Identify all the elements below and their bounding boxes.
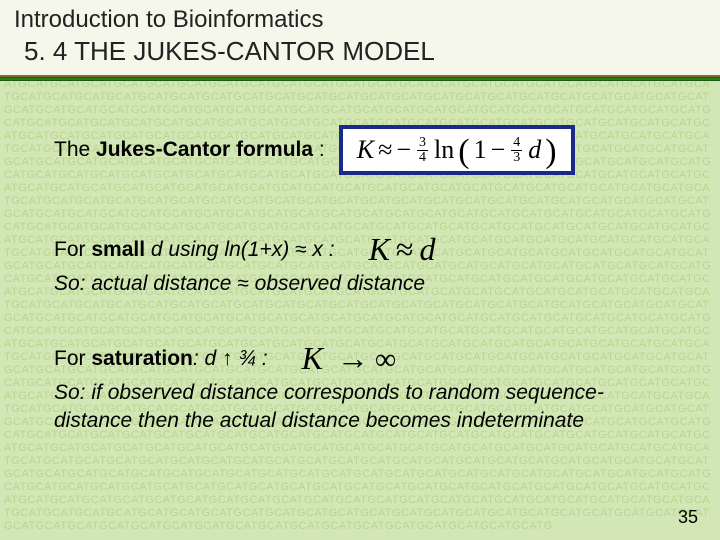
slide-header: Introduction to Bioinformatics 5. 4 THE …: [0, 0, 720, 77]
formula-label: The Jukes-Cantor formula :: [54, 138, 325, 162]
saturation-block: For saturation: d ↑ ¾ : K →∞ So: if obse…: [54, 340, 680, 433]
saturation-formula: K →∞: [302, 340, 397, 377]
small-d-block: For small d using ln(1+x) ≈ x : K≈d So: …: [54, 231, 680, 296]
formula-frac-3-4: 3 4: [417, 136, 428, 165]
page-number: 35: [678, 507, 698, 528]
formula-K: K: [357, 135, 374, 165]
formula-row: The Jukes-Cantor formula : K ≈ − 3 4 ln …: [54, 125, 680, 175]
saturation-row: For saturation: d ↑ ¾ : K →∞: [54, 340, 680, 377]
slide-content: The Jukes-Cantor formula : K ≈ − 3 4 ln …: [0, 81, 720, 433]
small-d-text: For small d using ln(1+x) ≈ x :: [54, 238, 335, 262]
saturation-conclusion-2: distance then the actual distance become…: [54, 409, 680, 433]
header-line-2: 5. 4 THE JUKES-CANTOR MODEL: [14, 36, 706, 67]
small-d-row: For small d using ln(1+x) ≈ x : K≈d: [54, 231, 680, 268]
formula-rparen: ): [545, 139, 556, 165]
formula-minus2: −: [491, 135, 506, 165]
formula-minus: −: [396, 135, 411, 165]
header-line-1: Introduction to Bioinformatics: [14, 6, 706, 34]
formula-one: 1: [474, 135, 487, 165]
saturation-text: For saturation: d ↑ ¾ :: [54, 347, 268, 371]
jukes-cantor-formula-box: K ≈ − 3 4 ln ( 1 − 4 3 d ): [339, 125, 575, 175]
formula-lparen: (: [458, 139, 469, 165]
saturation-conclusion-1: So: if observed distance corresponds to …: [54, 381, 680, 405]
formula-d: d: [528, 135, 541, 165]
formula-frac-4-3: 4 3: [511, 136, 522, 165]
small-d-formula: K≈d: [369, 231, 436, 268]
formula-ln: ln: [434, 135, 454, 165]
formula-approx: ≈: [378, 135, 392, 165]
small-d-conclusion: So: actual distance ≈ observed distance: [54, 272, 680, 296]
